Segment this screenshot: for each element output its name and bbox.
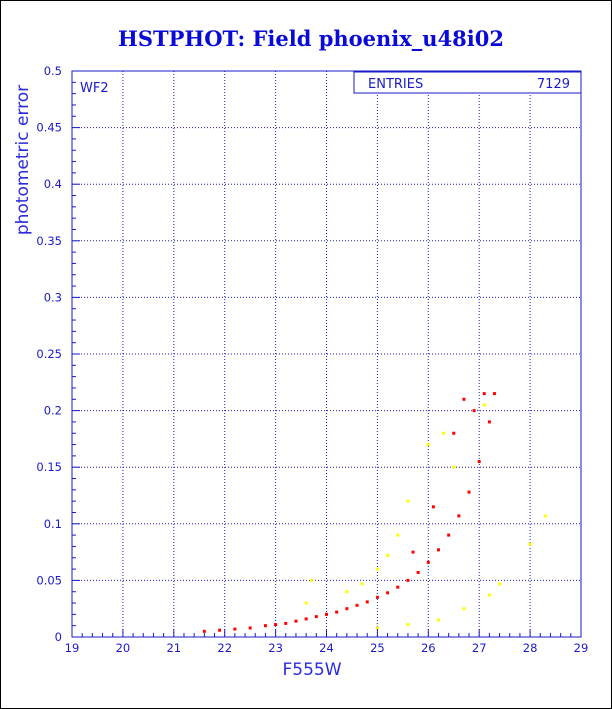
x-tick-label: 28 (523, 641, 538, 655)
data-point-red (468, 491, 471, 494)
y-tick-label: 0 (55, 630, 62, 644)
data-point-yellow (452, 466, 455, 469)
y-tick-label: 0.15 (36, 460, 62, 474)
data-point-yellow (376, 626, 379, 629)
x-tick-label: 24 (319, 641, 334, 655)
data-point-yellow (305, 602, 308, 605)
x-tick-label: 25 (370, 641, 385, 655)
data-point-yellow (442, 432, 445, 435)
data-point-red (366, 600, 369, 603)
data-point-red (325, 613, 328, 616)
x-tick-label: 26 (421, 641, 436, 655)
panel-label: WF2 (80, 81, 109, 96)
data-point-yellow (361, 582, 364, 585)
x-tick-label: 22 (217, 641, 232, 655)
data-point-red (447, 534, 450, 537)
data-point-yellow (376, 568, 379, 571)
data-point-red (345, 607, 348, 610)
y-tick-label: 0.2 (44, 404, 62, 418)
data-point-red (478, 460, 481, 463)
data-point-yellow (427, 443, 430, 446)
data-point-red (274, 623, 277, 626)
x-tick-label: 27 (472, 641, 487, 655)
data-point-yellow (406, 623, 409, 626)
y-tick-label: 0.45 (36, 121, 62, 135)
stats-box-value: 7129 (537, 77, 570, 92)
data-point-yellow (544, 514, 547, 517)
data-point-yellow (396, 534, 399, 537)
y-tick-label: 0.25 (36, 347, 62, 361)
data-point-red (462, 398, 465, 401)
data-point-yellow (437, 619, 440, 622)
data-point-yellow (386, 554, 389, 557)
x-axis-title: F555W (282, 660, 341, 680)
data-point-yellow (488, 594, 491, 597)
data-point-red (427, 561, 430, 564)
data-point-red (396, 586, 399, 589)
data-point-yellow (406, 500, 409, 503)
x-tick-label: 20 (116, 641, 131, 655)
data-point-red (457, 514, 460, 517)
data-point-red (473, 409, 476, 412)
data-point-red (294, 620, 297, 623)
data-point-red (335, 611, 338, 614)
y-tick-label: 0.05 (36, 573, 62, 587)
data-point-red (218, 629, 221, 632)
data-point-yellow (310, 579, 313, 582)
data-point-yellow (462, 607, 465, 610)
stats-box: ENTRIES 7129 (354, 72, 581, 93)
data-point-red (284, 622, 287, 625)
data-point-red (233, 628, 236, 631)
data-point-yellow (345, 590, 348, 593)
data-point-yellow (529, 543, 532, 546)
data-point-yellow (498, 582, 501, 585)
data-point-red (376, 596, 379, 599)
data-point-red (437, 548, 440, 551)
x-tick-label: 19 (65, 641, 80, 655)
y-tick-label: 0.1 (44, 517, 62, 531)
y-tick-label: 0.3 (44, 290, 62, 304)
y-tick-label: 0.5 (44, 64, 62, 78)
data-point-red (305, 617, 308, 620)
x-tick-label: 21 (166, 641, 181, 655)
y-tick-label: 0.35 (36, 234, 62, 248)
data-point-red (488, 420, 491, 423)
data-point-red (264, 624, 267, 627)
stats-box-label: ENTRIES (368, 77, 423, 92)
data-point-red (249, 626, 252, 629)
data-point-red (315, 615, 318, 618)
data-point-red (406, 579, 409, 582)
data-point-yellow (483, 403, 486, 406)
data-point-red (493, 392, 496, 395)
chart-title: HSTPHOT: Field phoenix_u48i02 (118, 26, 504, 51)
data-point-red (483, 392, 486, 395)
data-point-red (356, 604, 359, 607)
x-tick-label: 23 (268, 641, 283, 655)
data-point-red (432, 505, 435, 508)
y-tick-label: 0.4 (44, 177, 62, 191)
data-point-red (203, 630, 206, 633)
data-point-red (417, 571, 420, 574)
x-tick-label: 29 (574, 641, 589, 655)
data-point-red (386, 591, 389, 594)
data-point-red (452, 432, 455, 435)
y-axis-title: photometric error (13, 85, 33, 235)
data-point-red (412, 551, 415, 554)
